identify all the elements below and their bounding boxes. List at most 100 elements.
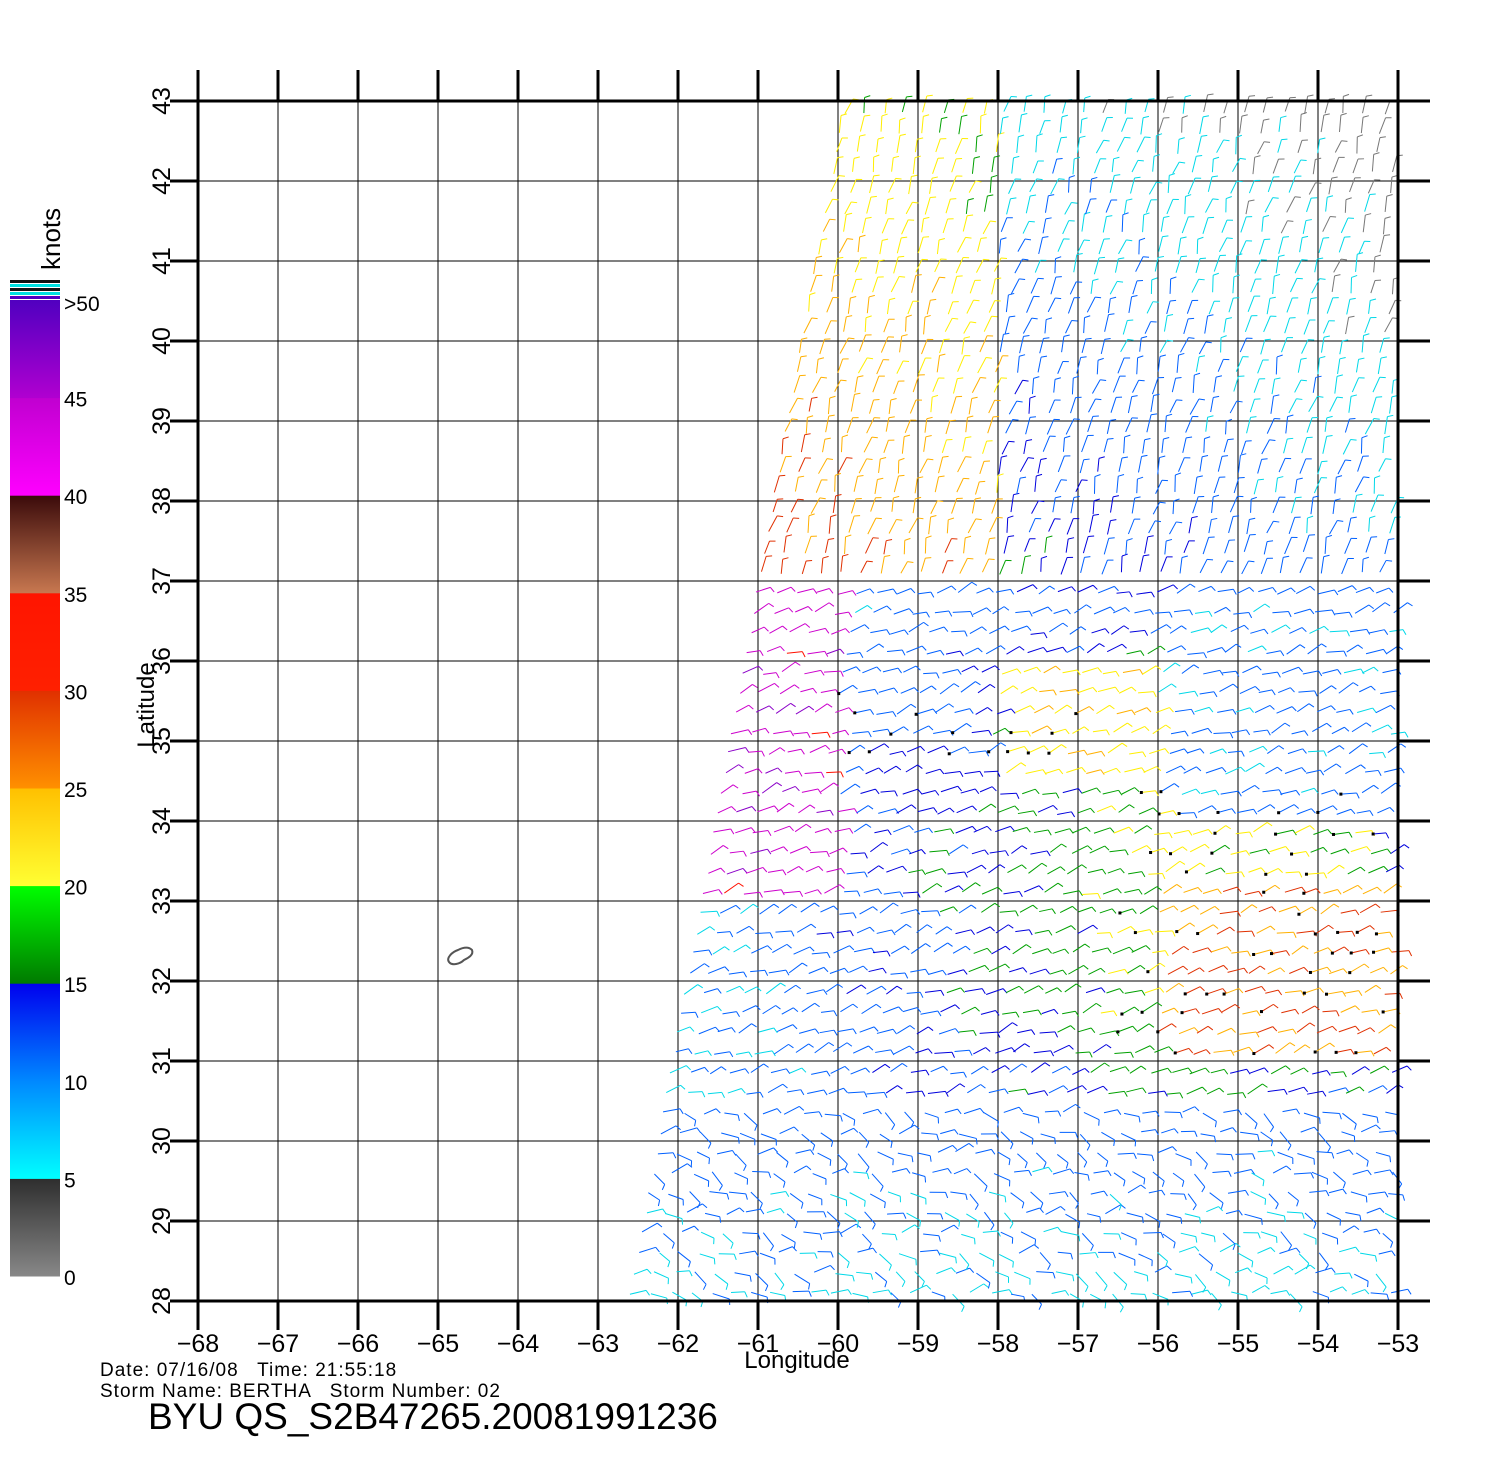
wind-barb xyxy=(1103,1233,1122,1240)
wind-barb xyxy=(1020,686,1038,694)
wind-barb xyxy=(1159,783,1180,794)
wind-barb xyxy=(817,1251,834,1258)
wind-barb xyxy=(914,708,938,716)
wind-barb xyxy=(1336,808,1356,815)
wind-barb xyxy=(921,910,941,917)
wind-barb xyxy=(1191,278,1205,293)
wind-barb xyxy=(1195,355,1206,372)
wind-barb xyxy=(1253,378,1266,393)
wind-barb xyxy=(1054,704,1073,714)
wind-barb xyxy=(1322,1111,1342,1120)
wind-barb xyxy=(1286,297,1299,313)
wind-barb xyxy=(1277,1151,1294,1164)
wind-barb xyxy=(1364,317,1377,333)
wind-barb xyxy=(1233,1046,1254,1053)
wind-barb xyxy=(807,650,829,657)
wind-barb xyxy=(912,1172,927,1183)
wind-barb xyxy=(814,1042,835,1054)
wind-barb xyxy=(1078,906,1097,913)
wind-barb xyxy=(1257,1150,1276,1157)
wind-barb xyxy=(885,197,894,215)
wind-barb xyxy=(1313,828,1333,835)
wind-barb xyxy=(793,946,815,955)
wind-barb xyxy=(1053,1044,1074,1054)
wind-barb xyxy=(1384,194,1393,212)
wind-barb xyxy=(910,968,930,975)
wind-barb xyxy=(879,1253,892,1271)
wind-barb xyxy=(1177,812,1198,819)
wind-barb xyxy=(769,625,788,634)
wind-barb xyxy=(1273,1265,1294,1275)
wind-barb xyxy=(1206,1087,1225,1095)
wind-barb xyxy=(1375,1151,1391,1163)
wind-barb xyxy=(901,219,915,235)
wind-barb xyxy=(734,1272,752,1282)
wind-barb xyxy=(944,1108,962,1115)
wind-barb xyxy=(872,154,880,173)
wind-barb xyxy=(847,1091,868,1098)
wind-barb xyxy=(965,415,974,433)
wind-barb xyxy=(939,1252,957,1264)
wind-barb xyxy=(968,180,982,193)
wind-barb xyxy=(1037,355,1048,373)
wind-barb xyxy=(955,1267,975,1274)
wind-barb xyxy=(1200,789,1220,796)
wind-barb xyxy=(1293,1172,1315,1179)
wind-barb xyxy=(686,1203,708,1213)
wind-barb xyxy=(1014,1169,1032,1176)
wind-barb xyxy=(1178,1246,1200,1253)
wind-barb xyxy=(1366,1207,1385,1214)
wind-barb xyxy=(955,1143,974,1153)
wind-barb xyxy=(1109,1193,1122,1211)
wind-barb xyxy=(1067,749,1088,756)
wind-barb xyxy=(1164,1111,1183,1119)
wind-barb xyxy=(1034,929,1053,936)
wind-barb xyxy=(775,930,795,937)
wind-barb xyxy=(850,624,870,633)
wind-barb xyxy=(1102,888,1122,895)
wind-barb xyxy=(906,645,927,653)
wind-barb xyxy=(1240,1131,1260,1141)
wind-barb xyxy=(847,744,866,755)
wind-barb xyxy=(1291,730,1309,736)
wind-barb xyxy=(1132,279,1144,295)
wind-barb xyxy=(1186,299,1199,314)
wind-barb xyxy=(901,434,911,454)
wind-barb xyxy=(1218,237,1233,253)
wind-barb xyxy=(1203,669,1224,676)
wind-barb xyxy=(1323,320,1335,334)
wind-barb xyxy=(1150,624,1172,634)
colorbar-segment xyxy=(10,300,60,399)
wind-barb xyxy=(730,729,753,735)
wind-barb xyxy=(1006,197,1017,215)
wind-barb xyxy=(1355,925,1375,934)
wind-barb xyxy=(1100,1010,1118,1017)
wind-barb xyxy=(1304,1212,1317,1229)
wind-barb xyxy=(1023,94,1033,112)
wind-barb xyxy=(1344,418,1356,433)
wind-barb xyxy=(1170,730,1189,737)
wind-barb xyxy=(1272,610,1292,618)
wind-barb xyxy=(1388,1193,1406,1201)
wind-barb xyxy=(765,982,786,995)
wind-barb xyxy=(905,314,913,332)
wind-barb xyxy=(1174,1273,1193,1284)
wind-barb xyxy=(975,707,993,715)
wind-barb xyxy=(959,557,974,574)
wind-barb xyxy=(1241,784,1260,794)
wind-barb xyxy=(919,685,937,694)
wind-barb xyxy=(1382,1232,1394,1248)
wind-barb xyxy=(1364,193,1376,212)
wind-barb xyxy=(662,1108,684,1115)
wind-barb xyxy=(955,825,977,834)
wind-barb xyxy=(1303,1233,1317,1245)
wind-barb xyxy=(1270,1065,1291,1075)
wind-barb xyxy=(1183,986,1205,996)
wind-barb xyxy=(1285,871,1303,878)
wind-barb xyxy=(996,473,1004,493)
wind-barb xyxy=(693,1173,710,1187)
wind-barb xyxy=(1372,602,1391,613)
wind-barb xyxy=(995,1047,1016,1054)
wind-barb xyxy=(1032,1166,1053,1173)
wind-barb xyxy=(832,494,842,514)
